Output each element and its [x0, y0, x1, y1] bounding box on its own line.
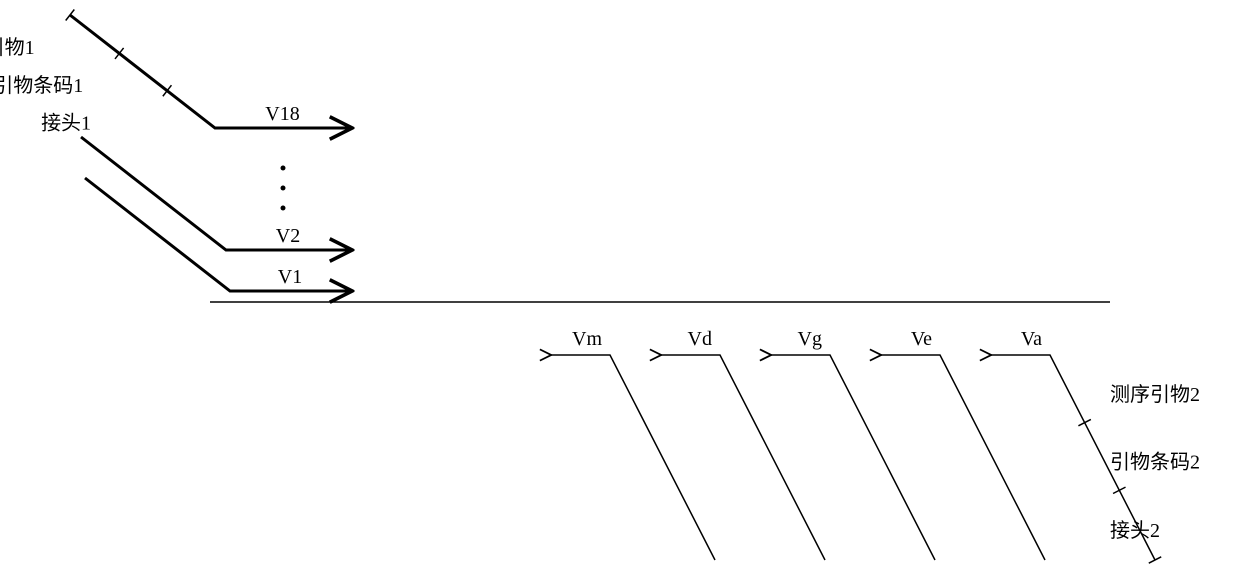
- ellipsis-dot-0: [281, 166, 286, 171]
- label-V18: V18: [265, 103, 299, 125]
- label-adapter2: 接头2: [1110, 519, 1160, 542]
- ellipsis-dot-1: [281, 186, 286, 191]
- label-V2: V2: [276, 225, 300, 247]
- tick-barcode2: [1113, 487, 1125, 493]
- label-adapter1: 接头1: [41, 111, 91, 134]
- label-barcode1: 引物条码1: [0, 74, 83, 97]
- label-Va: Va: [1021, 328, 1042, 350]
- forward-primer-V18: [70, 15, 350, 128]
- label-barcode2: 引物条码2: [1110, 450, 1200, 473]
- forward-primer-V1: [85, 178, 350, 291]
- reverse-primer-Ve: [880, 355, 1045, 560]
- reverse-primer-Vm: [550, 355, 715, 560]
- label-seqprimer1: 测序引物1: [0, 36, 35, 59]
- reverse-primer-Vg: [770, 355, 935, 560]
- ellipsis-dot-2: [281, 206, 286, 211]
- reverse-primer-Vd: [660, 355, 825, 560]
- label-Vd: Vd: [688, 328, 712, 350]
- tick-adapter2: [1149, 557, 1161, 563]
- primer-diagram: 接头1 引物条码1 测序引物1 V18 V2 V1 Vm Vd Vg Ve Va 测序引物2 引物条码2…: [0, 0, 1239, 569]
- label-Vg: Vg: [798, 328, 822, 350]
- forward-primer-V2: [81, 137, 350, 250]
- tick-seqprimer2: [1078, 419, 1090, 425]
- label-Ve: Ve: [911, 328, 932, 350]
- label-V1: V1: [278, 266, 302, 288]
- label-seqprimer2: 测序引物2: [1110, 383, 1200, 406]
- label-Vm: Vm: [572, 328, 602, 350]
